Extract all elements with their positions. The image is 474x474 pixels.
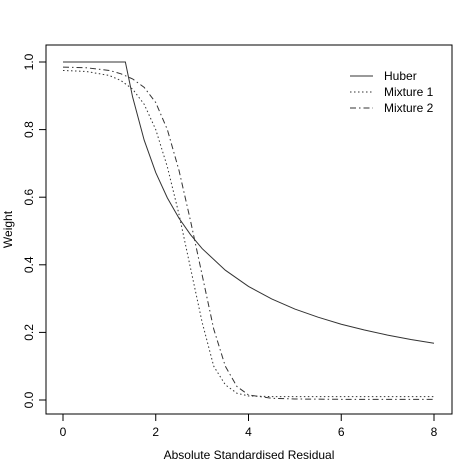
x-tick-label: 4 bbox=[245, 425, 252, 439]
y-tick-label: 1.0 bbox=[22, 53, 36, 70]
legend-label-huber: Huber bbox=[384, 69, 417, 83]
y-axis-label: Weight bbox=[1, 210, 15, 248]
x-tick-label: 6 bbox=[338, 425, 345, 439]
y-tick-label: 0.6 bbox=[22, 189, 36, 206]
x-tick-label: 8 bbox=[431, 425, 438, 439]
x-tick-label: 0 bbox=[60, 425, 67, 439]
x-axis: 0 2 4 6 8 bbox=[60, 413, 438, 439]
legend: Huber Mixture 1 Mixture 2 bbox=[350, 69, 434, 115]
y-tick-label: 0.4 bbox=[22, 256, 36, 273]
y-tick-label: 0.8 bbox=[22, 121, 36, 138]
legend-label-mixture-1: Mixture 1 bbox=[384, 85, 434, 99]
series-layer bbox=[62, 61, 435, 400]
legend-label-mixture-2: Mixture 2 bbox=[384, 101, 434, 115]
y-tick-label: 0.0 bbox=[22, 391, 36, 408]
x-axis-label: Absolute Standardised Residual bbox=[164, 448, 335, 462]
series-line-huber bbox=[63, 61, 435, 344]
x-tick-label: 2 bbox=[152, 425, 159, 439]
y-tick-label: 0.2 bbox=[22, 324, 36, 341]
y-axis: 0.0 0.2 0.4 0.6 0.8 1.0 bbox=[22, 53, 47, 408]
